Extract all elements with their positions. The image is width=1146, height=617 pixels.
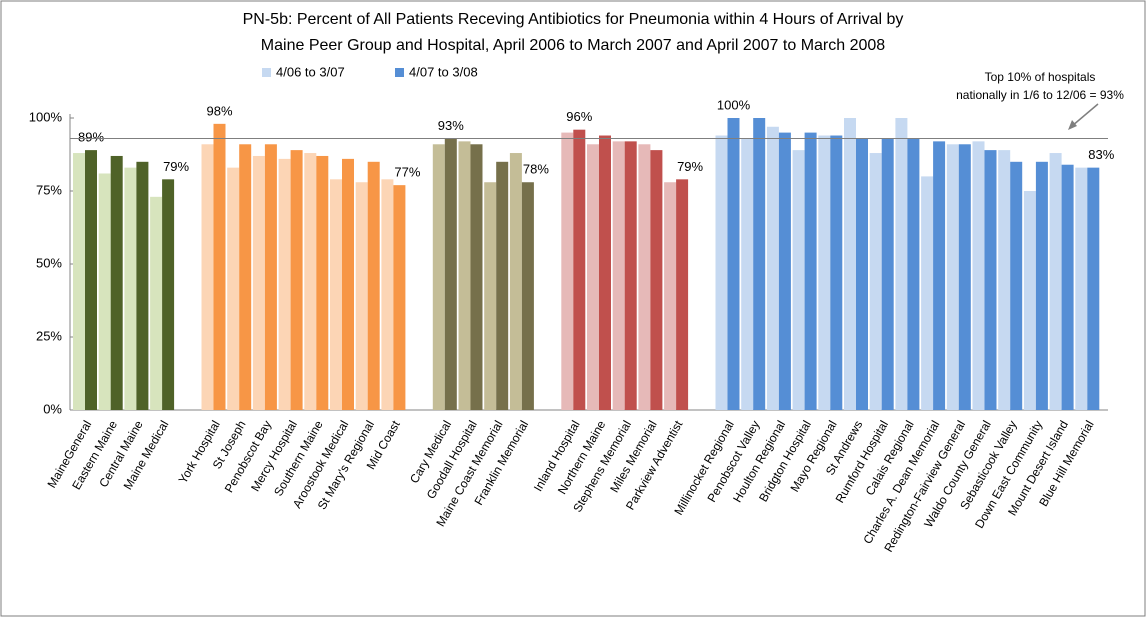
legend-label: 4/07 to 3/08 xyxy=(409,64,478,79)
data-label: 83% xyxy=(1088,147,1114,162)
bar xyxy=(150,196,163,410)
annotation-arrowhead xyxy=(1068,120,1077,130)
chart-title: PN-5b: Percent of All Patients Receving … xyxy=(243,11,904,28)
legend-label: 4/06 to 3/07 xyxy=(276,64,345,79)
y-tick-label: 75% xyxy=(36,182,62,197)
bar xyxy=(664,182,677,410)
bar xyxy=(458,141,471,411)
data-label: 79% xyxy=(677,159,703,174)
data-label: 98% xyxy=(206,103,232,118)
data-label: 96% xyxy=(566,109,592,124)
bar xyxy=(162,179,175,410)
bar xyxy=(587,144,599,410)
bar xyxy=(895,118,908,410)
bar xyxy=(367,161,380,410)
bar xyxy=(355,182,368,410)
data-label: 78% xyxy=(523,162,549,177)
bar xyxy=(844,118,856,410)
bar xyxy=(1049,153,1062,411)
bar xyxy=(393,185,406,410)
bar xyxy=(830,135,843,410)
bar xyxy=(1061,164,1074,410)
bar xyxy=(470,144,483,410)
bar xyxy=(290,150,303,410)
bar xyxy=(521,182,534,410)
bar xyxy=(753,118,766,410)
bar xyxy=(316,155,329,410)
data-label: 89% xyxy=(78,130,104,145)
legend-swatch xyxy=(262,68,271,77)
data-label: 100% xyxy=(717,97,751,112)
bar xyxy=(727,118,740,410)
y-tick-label: 100% xyxy=(29,109,63,124)
bar xyxy=(73,153,85,411)
data-label: 79% xyxy=(163,159,189,174)
bar xyxy=(136,161,149,410)
bar xyxy=(1023,191,1036,410)
bar xyxy=(304,153,317,411)
data-label: 93% xyxy=(438,118,464,133)
bar xyxy=(856,138,868,410)
bar xyxy=(741,138,754,410)
bar xyxy=(561,132,574,410)
bar xyxy=(1010,161,1023,410)
bar xyxy=(573,129,586,410)
bar xyxy=(330,179,342,410)
bar xyxy=(227,167,240,410)
bar xyxy=(599,135,611,410)
bar xyxy=(1087,167,1100,410)
bar xyxy=(984,150,997,410)
bar xyxy=(278,158,291,410)
y-tick-label: 50% xyxy=(36,255,62,270)
bar xyxy=(766,126,779,410)
bar xyxy=(612,141,625,411)
y-tick-label: 25% xyxy=(36,328,62,343)
bar xyxy=(818,135,831,410)
bar xyxy=(252,155,265,410)
bar xyxy=(85,150,97,410)
bar xyxy=(509,153,522,411)
bar xyxy=(715,135,728,410)
bar xyxy=(921,176,934,410)
bar xyxy=(444,138,457,410)
chart-title: Maine Peer Group and Hospital, April 200… xyxy=(261,37,885,54)
bar xyxy=(110,155,123,410)
bar xyxy=(676,179,689,410)
bar xyxy=(881,138,894,410)
bar xyxy=(213,123,226,410)
bar xyxy=(869,153,882,411)
bar xyxy=(946,144,959,410)
bar xyxy=(496,161,509,410)
bar xyxy=(98,173,111,410)
data-label: 77% xyxy=(394,165,420,180)
bar xyxy=(381,179,394,410)
bar xyxy=(624,141,637,411)
bar xyxy=(342,158,354,410)
annotation: Top 10% of hospitals xyxy=(985,70,1096,84)
bar xyxy=(484,182,497,410)
bar xyxy=(972,141,985,411)
legend-swatch xyxy=(395,68,404,77)
bar xyxy=(1075,167,1088,410)
bar xyxy=(124,167,137,410)
bar xyxy=(792,150,805,410)
annotation: nationally in 1/6 to 12/06 = 93% xyxy=(956,88,1124,102)
bar xyxy=(239,144,252,410)
bar xyxy=(201,144,214,410)
bar xyxy=(638,144,651,410)
bar xyxy=(958,144,971,410)
bar xyxy=(804,132,817,410)
bar xyxy=(778,132,791,410)
bar xyxy=(1035,161,1048,410)
bar xyxy=(264,144,277,410)
bar xyxy=(432,144,445,410)
bar xyxy=(907,138,920,410)
y-tick-label: 0% xyxy=(43,401,62,416)
bar xyxy=(650,150,663,410)
bar xyxy=(933,141,946,411)
annotation-arrow xyxy=(1071,103,1099,127)
bar xyxy=(998,150,1011,410)
